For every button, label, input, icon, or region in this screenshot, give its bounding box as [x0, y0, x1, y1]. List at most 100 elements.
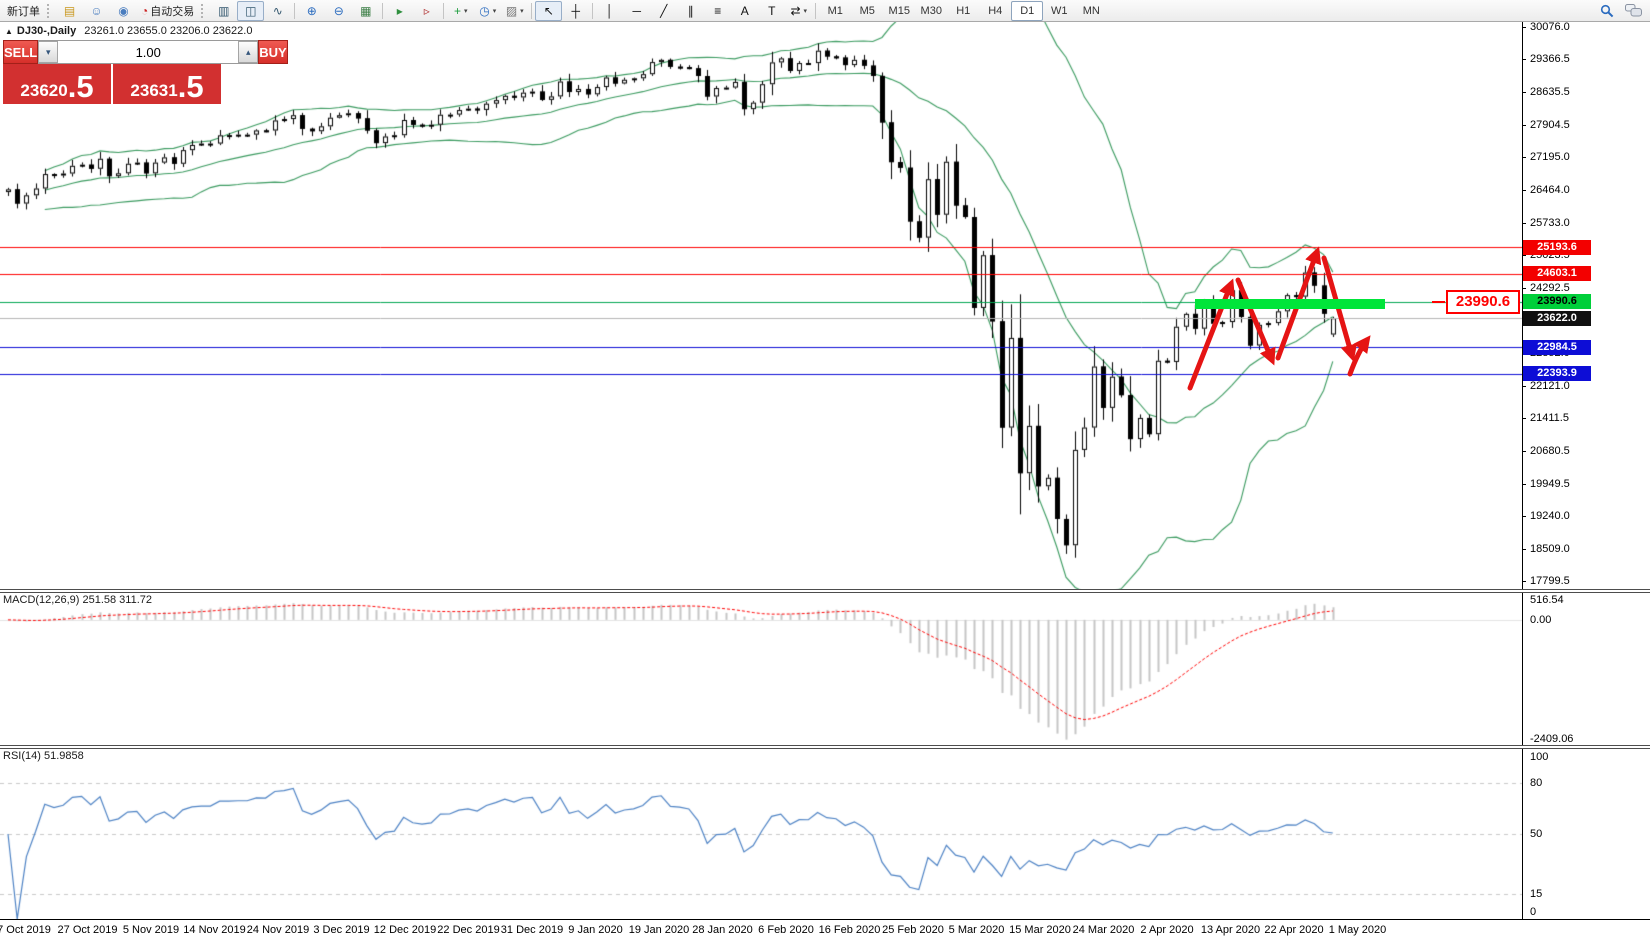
tile-windows-button[interactable]: ▦: [352, 1, 379, 21]
vertical-line-icon: │: [606, 3, 614, 18]
volume-decrease-button[interactable]: ▾: [38, 41, 59, 63]
timeframe-button-w1[interactable]: W1: [1051, 4, 1068, 17]
price-axis-tick-mark: [1522, 451, 1526, 452]
tile-windows-icon: ▦: [360, 3, 372, 18]
macd-indicator-canvas[interactable]: [0, 593, 1522, 745]
buy-button[interactable]: BUY: [258, 40, 288, 64]
bar-chart-button[interactable]: ▥: [210, 1, 237, 21]
vertical-line-button[interactable]: │: [596, 1, 623, 21]
toolbar-separator: [815, 2, 817, 19]
timeframe-button-d1[interactable]: D1: [1011, 0, 1044, 21]
date-axis[interactable]: 7 Oct 2019 27 Oct 2019 5 Nov 2019 14 Nov 20…: [0, 919, 1650, 943]
chart-shift-button[interactable]: ▹: [413, 1, 440, 21]
zoom-out-button[interactable]: ⊖: [325, 1, 352, 21]
toolbar-drag-handle[interactable]: [47, 3, 53, 18]
timeframe-button-m1[interactable]: M1: [827, 4, 843, 17]
price-axis-tick-label: 22121.0: [1530, 380, 1570, 392]
line-chart-button[interactable]: ∿: [264, 1, 291, 21]
horizontal-line-button[interactable]: ─: [623, 1, 650, 21]
arrows-icon: ⇄: [790, 3, 801, 18]
timeframe-button-h1[interactable]: H1: [956, 4, 971, 17]
volume-input[interactable]: [58, 41, 239, 63]
history-center-button[interactable]: ▤: [56, 1, 83, 21]
community-button[interactable]: ☺: [83, 1, 110, 21]
candlestick-chart-button[interactable]: ◫: [237, 0, 265, 21]
chat-button[interactable]: [1620, 1, 1647, 21]
support-zone-highlight: [1195, 299, 1385, 309]
macd-axis-label: 0.00: [1530, 613, 1552, 626]
search-button[interactable]: [1593, 1, 1620, 21]
date-axis-label: 28 Jan 2020: [692, 924, 753, 936]
periods-button[interactable]: ◷ ▾: [474, 1, 501, 21]
new-order-button[interactable]: 新订单: [3, 1, 44, 21]
date-axis-label: 2 Apr 2020: [1140, 924, 1194, 936]
zoom-in-button[interactable]: ⊕: [298, 1, 325, 21]
price-axis-tick-label: 18509.0: [1530, 543, 1570, 555]
volume-control: ▾ ▴: [38, 40, 259, 64]
price-axis-tick-label: 28635.5: [1530, 86, 1570, 98]
price-axis-tick-label: 17799.5: [1530, 575, 1570, 587]
indicators-button[interactable]: + ▾: [447, 1, 474, 21]
price-axis-tick-label: 19240.0: [1530, 510, 1570, 522]
pane-separator[interactable]: [0, 745, 1650, 749]
price-axis-tick-mark: [1522, 255, 1526, 256]
auto-scroll-button[interactable]: ▸: [386, 1, 413, 21]
buy-price-display[interactable]: 23631.5: [113, 64, 221, 104]
one-click-panel-toggle-icon[interactable]: ▲: [5, 27, 13, 36]
price-axis-tick-mark: [1522, 549, 1526, 550]
macd-indicator-label: MACD(12,26,9) 251.58 311.72: [3, 594, 152, 606]
equidistant-channel-button[interactable]: ∥: [677, 1, 704, 21]
timeframe-button-m15[interactable]: M15: [888, 4, 910, 17]
price-axis-tick-mark: [1522, 59, 1526, 60]
callout-connector-dash: [1432, 301, 1445, 303]
news-broadcast-button[interactable]: ◉: [110, 1, 137, 21]
horizontal-line-icon: ─: [632, 3, 641, 18]
timeframe-button-m5[interactable]: M5: [859, 4, 875, 17]
price-axis-tick-mark: [1522, 581, 1526, 582]
arrows-button[interactable]: ⇄ ▾: [785, 1, 812, 21]
timeframe-button-m30[interactable]: M30: [920, 4, 942, 17]
price-level-badge: 25193.6: [1523, 240, 1591, 255]
timeframe-button-mn[interactable]: MN: [1082, 4, 1100, 17]
crosshair-button[interactable]: ┼: [562, 1, 589, 21]
text-label-button[interactable]: T: [758, 1, 785, 21]
pane-separator[interactable]: [0, 589, 1650, 593]
date-axis-label: 15 Mar 2020: [1009, 924, 1071, 936]
cursor-button[interactable]: ↖: [535, 0, 563, 21]
price-axis-tick-label: 29366.5: [1530, 53, 1570, 65]
price-axis-tick-mark: [1522, 386, 1526, 387]
fibonacci-button[interactable]: ≡: [704, 1, 731, 21]
rsi-axis-label: 50: [1530, 828, 1543, 840]
rsi-axis-label: 15: [1530, 887, 1543, 900]
indicators-icon: +: [453, 3, 461, 18]
price-axis-tick-mark: [1522, 484, 1526, 485]
date-axis-label: 13 Apr 2020: [1200, 924, 1261, 936]
price-axis-border: [1522, 22, 1523, 919]
rsi-indicator-canvas[interactable]: [0, 749, 1522, 919]
volume-increase-button[interactable]: ▴: [238, 41, 259, 63]
main-toolbar: 新订单 ▤ ☺ ◉ ◔ 自动交易 ▥ ◫ ∿ ⊕ ⊖ ▦ ▸ ▹ + ▾ ◷ ▾ ▨ ▾ ↖ ┼ │ ─ ╱ ∥ ≡ A T ⇄ ▾ M1 M5…: [0, 0, 1650, 22]
price-axis-tick-label: 19949.5: [1530, 478, 1570, 490]
search-icon: [1600, 4, 1613, 17]
autotrading-button[interactable]: ◔ 自动交易: [137, 1, 198, 21]
price-level-badge: 24603.1: [1523, 266, 1591, 281]
buy-price-pips: .5: [177, 69, 204, 105]
price-level-badge: 22393.9: [1523, 366, 1591, 381]
chart-ohlc-values: 23261.0 23655.0 23206.0 23622.0: [84, 25, 253, 37]
price-level-callout: 23990.6: [1446, 290, 1520, 314]
sell-price-display[interactable]: 23620.5: [3, 64, 111, 104]
chart-title: ▲ DJ30-,Daily 23261.0 23655.0 23206.0 2362…: [5, 25, 252, 37]
timeframe-button-h4[interactable]: H4: [988, 4, 1003, 17]
trendline-button[interactable]: ╱: [650, 1, 677, 21]
price-axis-tick-mark: [1522, 190, 1526, 191]
dropdown-caret-icon: ▾: [492, 7, 497, 15]
toolbar-separator: [294, 2, 296, 19]
date-axis-label: 19 Jan 2020: [628, 924, 690, 936]
crosshair-icon: ┼: [571, 3, 580, 18]
fibonacci-icon: ≡: [714, 3, 722, 18]
text-button[interactable]: A: [731, 1, 758, 21]
sell-button[interactable]: SELL: [3, 40, 39, 64]
toolbar-drag-handle[interactable]: [201, 3, 207, 18]
templates-button[interactable]: ▨ ▾: [501, 1, 528, 21]
one-click-trading-panel: SELL ▾ ▴ BUY 23620.5 23631.5: [3, 40, 288, 104]
